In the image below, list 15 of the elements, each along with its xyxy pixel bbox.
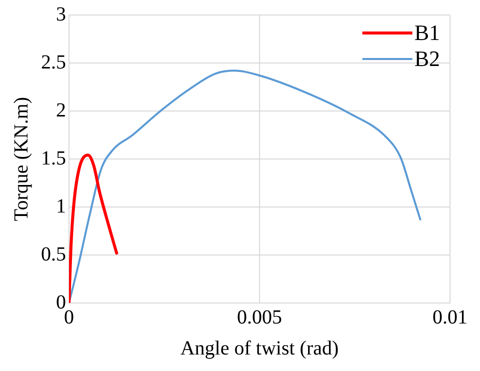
y-tick-label: 0 [56,291,66,314]
line-series [69,70,422,303]
y-tick-label: 2.5 [41,51,66,74]
y-tick-label: 0.5 [41,243,66,266]
y-axis-title: Torque (KN.m) [10,96,32,222]
x-axis-title: Angle of twist (rad) [180,337,339,360]
x-tick-label: 0.01 [432,306,468,328]
y-tick-label: 3 [56,3,66,26]
y-tick-label: 1 [56,195,66,218]
legend-label: B1 [414,20,440,45]
legend-label: B2 [414,46,440,71]
y-tick-label: 2 [56,99,66,122]
x-tick-label: 0.005 [237,306,282,328]
line-series [69,154,118,303]
y-tick-label: 1.5 [41,147,66,170]
